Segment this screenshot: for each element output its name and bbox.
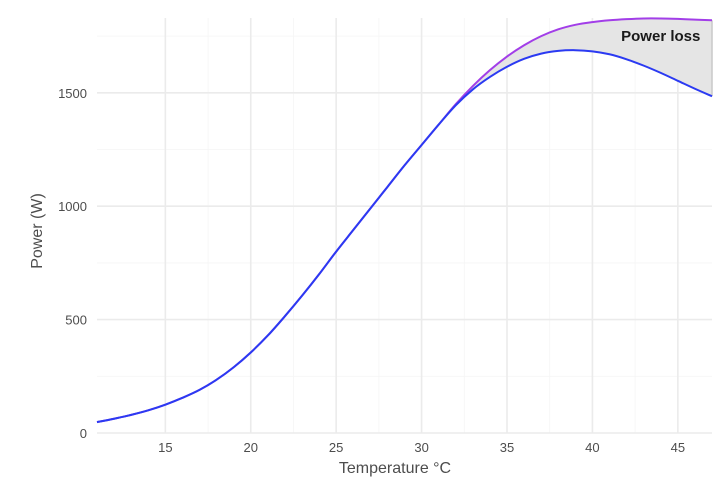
y-tick-label: 0	[80, 426, 87, 441]
x-tick-labels: 15 20 25 30 35 40 45	[158, 440, 685, 455]
x-tick-label: 40	[585, 440, 599, 455]
x-tick-label: 30	[414, 440, 428, 455]
grid	[97, 18, 712, 434]
y-tick-label: 500	[65, 313, 87, 328]
x-tick-label: 45	[671, 440, 685, 455]
x-tick-label: 20	[244, 440, 258, 455]
power-loss-area-group	[97, 18, 713, 423]
y-tick-label: 1000	[58, 199, 87, 214]
y-tick-label: 1500	[58, 86, 87, 101]
x-axis-title: Temperature °C	[339, 460, 451, 477]
power-loss-area	[97, 18, 712, 423]
y-axis-title: Power (W)	[29, 193, 46, 269]
x-tick-label: 15	[158, 440, 172, 455]
series-lines	[96, 17, 713, 424]
x-tick-label: 35	[500, 440, 514, 455]
series-line-actual	[96, 49, 713, 424]
x-tick-label: 25	[329, 440, 343, 455]
y-tick-labels: 0 500 1000 1500	[58, 86, 87, 441]
power-loss-annotation: Power loss	[621, 28, 700, 45]
